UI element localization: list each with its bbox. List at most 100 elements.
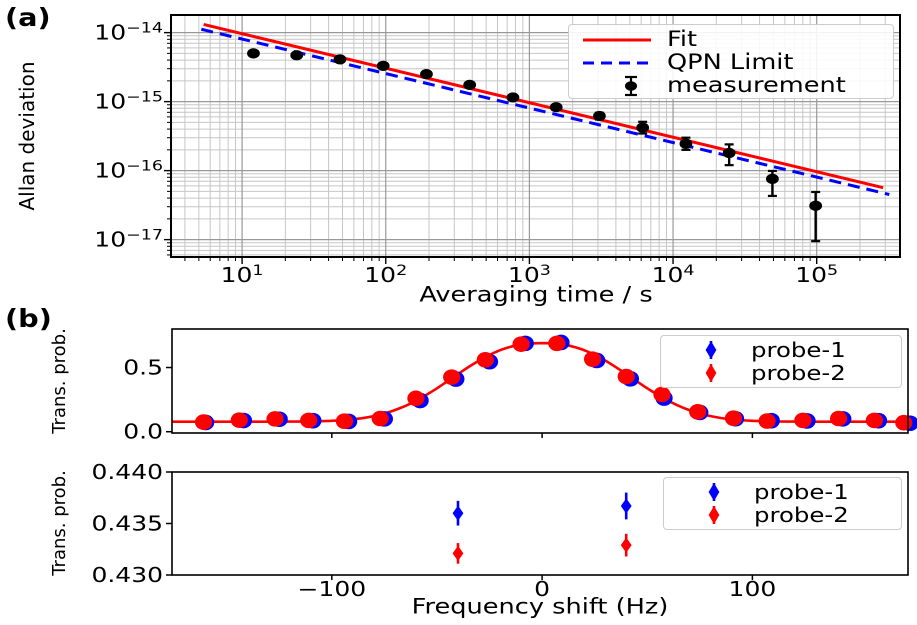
tick-label: 0.435 (91, 513, 163, 536)
measurement-point (290, 50, 304, 61)
tick-label: 101 (221, 262, 264, 288)
tick-label: 0.5 (123, 357, 163, 380)
measurement-point (679, 138, 693, 149)
probe-2-point (583, 351, 602, 367)
legend-item-qpn-limit: QPN Limit (575, 51, 887, 74)
probe-2-point (653, 386, 671, 403)
tick-label: 10−14 (94, 19, 163, 45)
probe-1-marker-symbol (708, 483, 720, 502)
panel-b2-frame (171, 471, 909, 576)
probe-2-point (724, 410, 743, 427)
panel-b2-spine (171, 471, 909, 576)
xlabel-averaging-time: Averaging time / s (419, 282, 653, 307)
probe-2-point (230, 412, 248, 428)
legend-item-probe-2: probe-2 (667, 362, 895, 385)
measurement-point (722, 147, 736, 159)
measurement-point (333, 54, 347, 65)
qpn-limit-line (200, 27, 890, 196)
legend-label-probe-2: probe-2 (754, 502, 849, 527)
legend-item-measurement: measurement (575, 74, 887, 97)
ylabel-trans-prob-upper: Trans. prob. (49, 328, 70, 434)
tick-label: 102 (364, 262, 407, 288)
panel-a-tick-labels: 101 102 103 104 105 10−14 10−15 10−16 10−17 (94, 19, 838, 287)
legend-item-fit: Fit (575, 28, 887, 51)
probe-2-marker-symbol (705, 363, 717, 382)
probe-2-point (194, 414, 213, 430)
legend-item-probe-1: probe-1 (670, 481, 895, 504)
probe-2-point (620, 537, 632, 553)
measurement-point (420, 69, 433, 80)
measurement-point (809, 200, 823, 211)
measurement-series (247, 48, 823, 243)
probe-2-point (617, 368, 635, 385)
probe-1-point (452, 505, 464, 521)
panel-a-spine (170, 14, 901, 258)
qpn-limit-line-symbol (583, 61, 651, 64)
legend-panel-b-upper: probe-1 probe-2 (660, 335, 902, 388)
probe-2-point (476, 352, 494, 368)
legend-label-probe-2: probe-2 (751, 360, 846, 385)
measurement-point (593, 110, 606, 122)
tick-label: 104 (652, 262, 695, 288)
probe-2-point (266, 411, 284, 427)
legend-label-measurement: measurement (667, 73, 846, 97)
panel-b1-frame (171, 328, 909, 434)
fit-line-symbol (583, 38, 651, 41)
measurement-point (506, 92, 520, 103)
probe-2-point (512, 336, 530, 352)
measurement-point (549, 102, 563, 113)
probe-2-point (895, 414, 913, 431)
tick-label: 105 (795, 262, 838, 288)
fit (203, 23, 884, 190)
probe-2-point (758, 413, 776, 429)
tick-label: 0.430 (91, 564, 163, 587)
tick-label: 0.0 (123, 421, 163, 444)
probe-2-point (689, 404, 707, 420)
panel-b1-ticks (166, 366, 754, 438)
probe-2-point (794, 412, 812, 429)
panel-b2-ticks (166, 471, 754, 580)
tick-label: 0.440 (91, 461, 163, 484)
legend-item-probe-2: probe-2 (670, 504, 895, 527)
tick-label: 103 (508, 262, 551, 288)
probe-2-point (548, 335, 566, 352)
qpn-limit (200, 27, 890, 196)
spectrum-fit (172, 341, 904, 423)
panel-b2-tick-labels: −100 0 100 0.440 0.435 0.430 (91, 461, 776, 601)
probe-2-point (830, 410, 848, 427)
panel-a-label: (a) (5, 3, 51, 32)
tick-label: −100 (297, 578, 366, 601)
ylabel-allan-deviation: Allan deviation (15, 61, 39, 211)
ylabel-trans-prob-lower: Trans. prob. (49, 470, 70, 576)
probe-2-series (452, 533, 632, 564)
probe-2-point (443, 369, 461, 385)
probe-2-point (300, 412, 318, 429)
measurement-point (463, 79, 477, 90)
probe-2-point (371, 410, 389, 427)
probe-2-points (194, 335, 913, 431)
spectrum-fit-curve (172, 341, 904, 423)
legend-panel-a: Fit QPN Limit measurement (568, 24, 894, 99)
tick-label: 10−17 (94, 226, 163, 252)
legend-label-qpn-limit: QPN Limit (667, 50, 794, 74)
probe-1-point (620, 498, 632, 514)
panel-b1-tick-labels: 0.0 0.5 (123, 357, 163, 444)
tick-label: 0 (534, 578, 550, 601)
legend-item-probe-1: probe-1 (667, 339, 895, 362)
probe-2-point (452, 545, 464, 562)
tick-label: 100 (729, 578, 777, 601)
probe-2-marker-symbol (708, 505, 720, 524)
probe-2-point (335, 413, 354, 429)
measurement-point (247, 48, 260, 59)
tick-label: 10−15 (94, 88, 163, 114)
panel-a-grid-minor (171, 15, 900, 257)
legend-label-probe-1: probe-1 (751, 338, 846, 363)
probe-2-point (865, 412, 883, 429)
probe-1-marker-symbol (705, 341, 717, 360)
probe-2-point (407, 390, 425, 407)
fit-line (203, 23, 884, 190)
probe-1-series (452, 492, 632, 526)
legend-label-probe-1: probe-1 (754, 480, 849, 505)
panel-a-frame (170, 14, 901, 258)
